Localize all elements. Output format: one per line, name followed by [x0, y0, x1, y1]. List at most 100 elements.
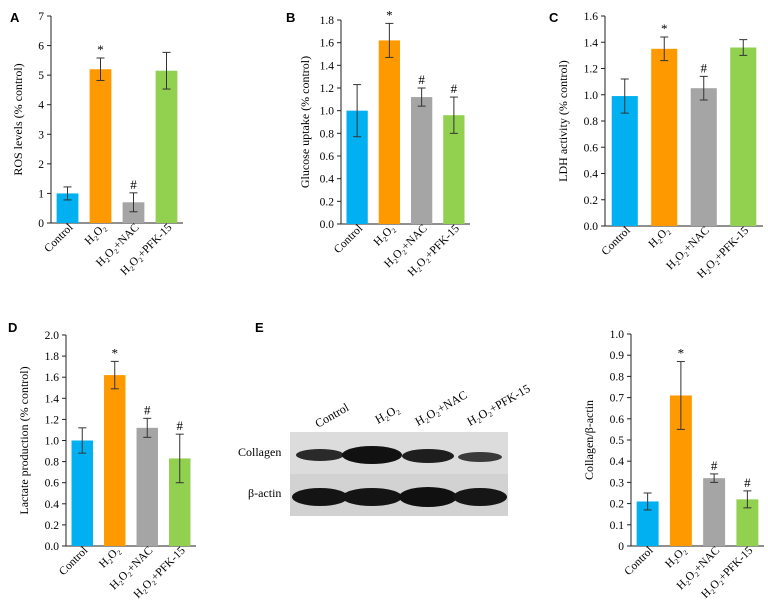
blot-row-label-collagen: Collagen	[238, 445, 281, 459]
y-tick-label: 1.8	[45, 351, 60, 363]
y-tick-label: 0.3	[610, 477, 625, 489]
chart-lactate-production: D 0.0 0.2 0.4 0.6 0.8 1.0 1.2 1.4 1.6 1.8 2.0 Lactat…	[8, 320, 196, 601]
x-category-label: H₂O₂	[372, 223, 398, 249]
panel-letter: D	[8, 320, 17, 335]
y-tick-label: 0.1	[610, 520, 625, 532]
y-tick-label: 1.6	[320, 38, 335, 50]
bar	[56, 193, 79, 223]
y-axis-title: Collagen/β-actin	[582, 400, 596, 480]
y-axis-title: Glucose uptake (% control)	[298, 56, 312, 188]
x-category-label: Control	[57, 545, 90, 578]
y-axis-title: LDH activity (% control)	[556, 60, 570, 182]
western-blot: E Control H₂O₂ H₂O₂+NAC H₂O₂+PFK-15 Coll…	[238, 320, 533, 516]
y-tick-label: 1.6	[45, 372, 60, 384]
significance-mark: #	[701, 60, 708, 75]
bar	[378, 40, 401, 225]
y-tick-label: 0.4	[610, 456, 625, 468]
blot-lane-label: H₂O₂+NAC	[413, 388, 470, 429]
y-tick-label: 0.2	[610, 499, 625, 511]
significance-mark: *	[112, 345, 119, 360]
blot-lane-label: H₂O₂	[373, 402, 402, 427]
chart-glucose-uptake: B 0.0 0.2 0.4 0.6 0.8 1.0 1.2 1.4 1.6 1.8 Glucose u…	[286, 7, 470, 279]
y-tick-label: 1.0	[45, 436, 60, 448]
y-tick-label: 0.2	[584, 195, 599, 207]
significance-mark: *	[97, 42, 104, 57]
blot-band-beta-actin	[399, 487, 457, 507]
y-axis-title: Lactate production (% control)	[17, 366, 31, 514]
bar	[730, 47, 757, 226]
y-tick-label: 0.6	[45, 478, 60, 490]
y-axis-title: ROS levels (% control)	[11, 63, 25, 175]
y-tick-label: 0.0	[45, 541, 60, 553]
blot-row-label-beta-actin: β-actin	[248, 486, 281, 500]
significance-mark: #	[144, 402, 151, 417]
y-tick-label: 0.0	[320, 219, 335, 231]
y-tick-label: 0.6	[610, 414, 625, 426]
y-tick-label: 0.4	[584, 169, 599, 181]
blot-band-beta-actin	[292, 488, 348, 506]
bar	[669, 395, 692, 546]
chart-ros-levels: A 0 1 2 3 4 5 6 7 ROS levels (% control) Control * H…	[10, 10, 183, 278]
significance-mark: #	[130, 177, 137, 192]
bar	[71, 440, 93, 546]
y-tick-label: 0	[618, 541, 624, 553]
blot-band-collagen	[296, 449, 344, 461]
bar	[611, 96, 638, 226]
significance-mark: *	[661, 21, 668, 36]
chart-ldh-activity: C 0.0 0.2 0.4 0.6 0.8 1.0 1.2 1.4 1.6 LDH activity…	[549, 10, 763, 281]
y-tick-label: 0.6	[320, 151, 335, 163]
x-category-label: Control	[600, 225, 633, 258]
y-tick-label: 1.2	[320, 83, 335, 95]
y-tick-label: 0.8	[45, 457, 60, 469]
bar	[651, 48, 678, 226]
y-tick-label: 1	[38, 188, 44, 200]
bar	[122, 202, 145, 223]
x-category-label: H₂O₂	[97, 545, 123, 571]
bar	[410, 97, 433, 224]
panel-letter: A	[10, 10, 20, 25]
bar	[703, 478, 726, 546]
y-tick-label: 1.4	[45, 393, 60, 405]
y-tick-label: 3	[38, 129, 44, 141]
blot-band-collagen	[402, 449, 454, 463]
x-category-label: H₂O₂	[663, 545, 689, 571]
significance-mark: #	[418, 72, 425, 87]
y-tick-label: 0.4	[45, 499, 60, 511]
y-tick-label: 1.2	[584, 64, 599, 76]
bar	[636, 501, 659, 546]
y-tick-label: 1.4	[584, 37, 599, 49]
chart-collagen-ratio: 0 0.1 0.2 0.3 0.4 0.5 0.6 0.7 0.8 0.9 1.0 Collagen/…	[582, 329, 764, 601]
bar	[169, 458, 191, 546]
bar	[89, 69, 112, 223]
y-tick-label: 0.7	[610, 393, 625, 405]
y-tick-label: 0.4	[320, 174, 335, 186]
panel-letter: C	[549, 10, 559, 25]
blot-lane-label: H₂O₂+PFK-15	[465, 381, 533, 428]
y-tick-label: 0.0	[584, 221, 599, 233]
y-tick-label: 1.8	[320, 15, 335, 27]
y-tick-label: 0.5	[610, 435, 625, 447]
bar	[690, 88, 717, 226]
y-tick-label: 4	[38, 100, 44, 112]
panel-letter-e: E	[255, 320, 264, 335]
bar	[155, 70, 178, 223]
y-tick-label: 7	[38, 11, 44, 23]
significance-mark: #	[451, 81, 458, 96]
bar	[736, 499, 759, 546]
bar	[136, 427, 158, 546]
significance-mark: *	[386, 7, 393, 22]
y-tick-label: 2.0	[45, 330, 60, 342]
y-tick-label: 0.6	[584, 142, 599, 154]
blot-band-collagen	[458, 452, 502, 462]
x-category-label: H₂O₂	[83, 222, 109, 248]
x-category-label: Control	[42, 222, 75, 255]
bar	[346, 110, 368, 224]
bar	[443, 115, 465, 224]
y-tick-label: 6	[38, 41, 44, 53]
significance-mark: *	[678, 346, 685, 361]
y-tick-label: 1.2	[45, 414, 60, 426]
blot-lane-label: Control	[313, 400, 352, 431]
y-tick-label: 0.8	[584, 116, 599, 128]
significance-mark: #	[711, 458, 718, 473]
bar	[104, 375, 126, 546]
